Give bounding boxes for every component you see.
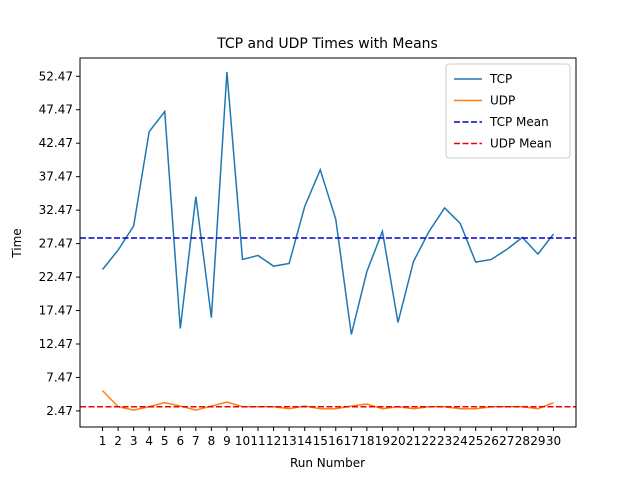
y-tick-label: 27.47: [39, 237, 73, 251]
x-tick-label: 20: [390, 434, 405, 448]
y-tick-label: 12.47: [39, 337, 73, 351]
x-tick-label: 5: [161, 434, 169, 448]
y-tick-label: 42.47: [39, 136, 73, 150]
x-tick-label: 9: [223, 434, 231, 448]
chart-title: TCP and UDP Times with Means: [216, 36, 438, 52]
x-tick-label: 2: [114, 434, 122, 448]
x-tick-label: 29: [530, 434, 545, 448]
x-tick-label: 14: [297, 434, 312, 448]
line-series: [102, 390, 554, 411]
x-tick-label: 16: [328, 434, 343, 448]
x-tick-label: 12: [266, 434, 281, 448]
y-tick-label: 47.47: [39, 103, 73, 117]
y-tick-label: 17.47: [39, 304, 73, 318]
x-tick-label: 1: [99, 434, 107, 448]
x-tick-label: 3: [130, 434, 138, 448]
x-tick-label: 13: [281, 434, 296, 448]
x-tick-label: 10: [235, 434, 250, 448]
x-tick-label: 15: [313, 434, 328, 448]
x-tick-label: 25: [468, 434, 483, 448]
y-tick-label: 37.47: [39, 170, 73, 184]
x-tick-label: 22: [421, 434, 436, 448]
x-tick-label: 26: [484, 434, 499, 448]
legend-label: TCP: [489, 72, 512, 86]
y-tick-label: 52.47: [39, 69, 73, 83]
legend-label: UDP: [490, 94, 515, 108]
x-tick-label: 21: [406, 434, 421, 448]
x-tick-label: 4: [145, 434, 153, 448]
y-tick-label: 7.47: [46, 370, 73, 384]
x-tick-label: 28: [515, 434, 530, 448]
plot-frame: [79, 57, 577, 428]
line-series: [101, 71, 555, 335]
x-tick-label: 8: [208, 434, 216, 448]
x-axis-label: Run Number: [290, 456, 365, 470]
legend-box: [445, 63, 571, 159]
x-tick-label: 17: [344, 434, 359, 448]
y-tick-label: 22.47: [39, 270, 73, 284]
x-tick-label: 27: [499, 434, 514, 448]
x-tick-label: 19: [375, 434, 390, 448]
legend-label: TCP Mean: [489, 115, 549, 129]
x-tick-label: 30: [546, 434, 561, 448]
y-tick-label: 32.47: [39, 203, 73, 217]
y-axis-label: Time: [10, 228, 24, 258]
x-tick-label: 7: [192, 434, 200, 448]
y-tick-label: 2.47: [46, 404, 73, 418]
x-tick-label: 18: [359, 434, 374, 448]
x-tick-label: 24: [453, 434, 468, 448]
x-tick-label: 11: [250, 434, 265, 448]
x-tick-label: 6: [176, 434, 184, 448]
legend-label: UDP Mean: [490, 137, 552, 151]
x-tick-label: 23: [437, 434, 452, 448]
